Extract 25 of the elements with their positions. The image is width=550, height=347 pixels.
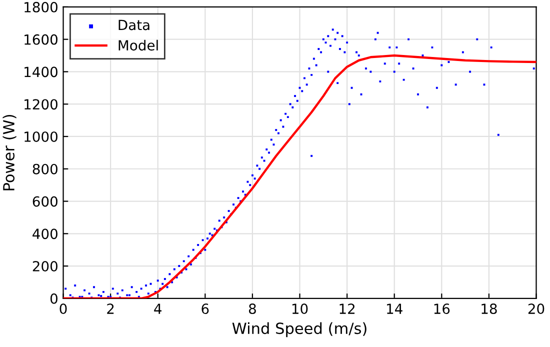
x-tick-label: 2 xyxy=(107,304,114,314)
y-tick-label: 200 xyxy=(32,261,58,272)
y-tick-label: 1800 xyxy=(24,2,58,12)
x-axis-title: Wind Speed (m/s) xyxy=(232,322,366,338)
x-tick-label: 10 xyxy=(292,304,308,314)
y-tick-label: 400 xyxy=(32,228,58,240)
x-tick-label: 20 xyxy=(528,304,544,314)
x-tick-label: 12 xyxy=(340,304,354,314)
x-tick-label: 6 xyxy=(202,304,209,314)
x-tick-label: 16 xyxy=(434,304,450,314)
y-tick-label: 800 xyxy=(32,164,58,174)
x-tick-label: 4 xyxy=(154,304,162,314)
y-axis-title: Power (W) xyxy=(2,114,16,190)
y-tick-label: 0 xyxy=(50,293,58,304)
y-tick-label: 600 xyxy=(32,196,58,207)
y-tick-label: 1200 xyxy=(24,99,58,110)
x-tick-label: 18 xyxy=(482,304,497,314)
x-tick-label: 14 xyxy=(387,304,402,314)
legend-label: Model xyxy=(118,40,158,51)
legend-label: Data xyxy=(118,20,150,30)
x-tick-label: 8 xyxy=(248,304,256,314)
y-tick-label: 1600 xyxy=(24,34,58,45)
y-tick-label: 1400 xyxy=(24,66,58,78)
x-tick-label: 0 xyxy=(60,304,67,314)
y-tick-label: 1000 xyxy=(24,131,58,142)
